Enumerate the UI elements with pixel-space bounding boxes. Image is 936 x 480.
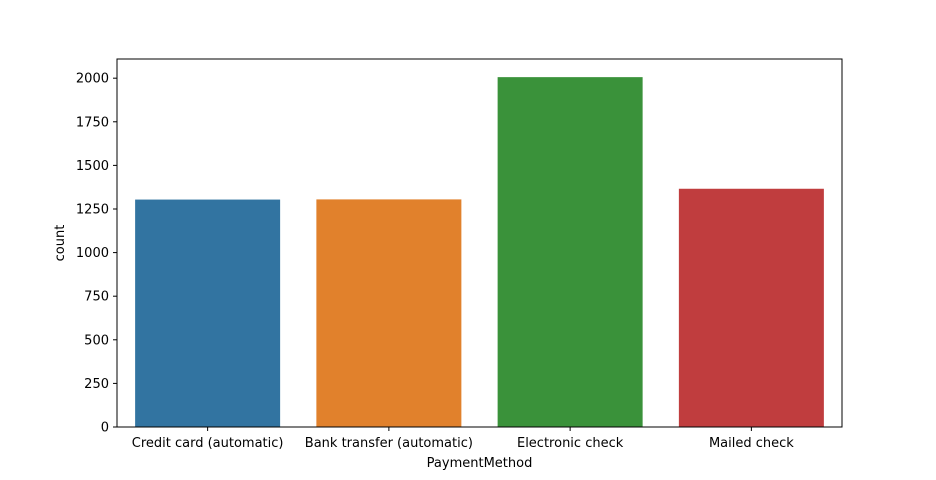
bar-mailed-check — [678, 188, 824, 427]
y-axis-label: count — [53, 225, 68, 262]
x-tick-label: Electronic check — [517, 436, 624, 451]
y-tick-label: 750 — [84, 290, 109, 305]
y-tick-label: 500 — [84, 333, 109, 348]
y-tick-label: 1750 — [76, 115, 109, 130]
bar-bank-transfer-automatic — [316, 199, 462, 427]
bar-credit-card-automatic — [135, 199, 281, 427]
x-axis: Credit card (automatic) Bank transfer (au… — [132, 427, 794, 451]
y-tick-label: 250 — [84, 377, 109, 392]
bar-electronic-check — [497, 77, 643, 427]
x-tick-label: Mailed check — [709, 436, 794, 451]
y-axis: 0 250 500 750 1000 1250 1500 1750 2000 — [76, 72, 117, 436]
plot-frame — [116, 58, 843, 428]
bars-group — [135, 77, 824, 427]
x-axis-label: PaymentMethod — [427, 456, 533, 471]
x-tick-label: Credit card (automatic) — [132, 436, 284, 451]
y-tick-label: 1000 — [76, 246, 109, 261]
x-tick-label: Bank transfer (automatic) — [305, 436, 473, 451]
y-tick-label: 1500 — [76, 159, 109, 174]
y-tick-label: 1250 — [76, 202, 109, 217]
y-tick-label: 2000 — [76, 72, 109, 87]
y-tick-label: 0 — [101, 421, 109, 436]
